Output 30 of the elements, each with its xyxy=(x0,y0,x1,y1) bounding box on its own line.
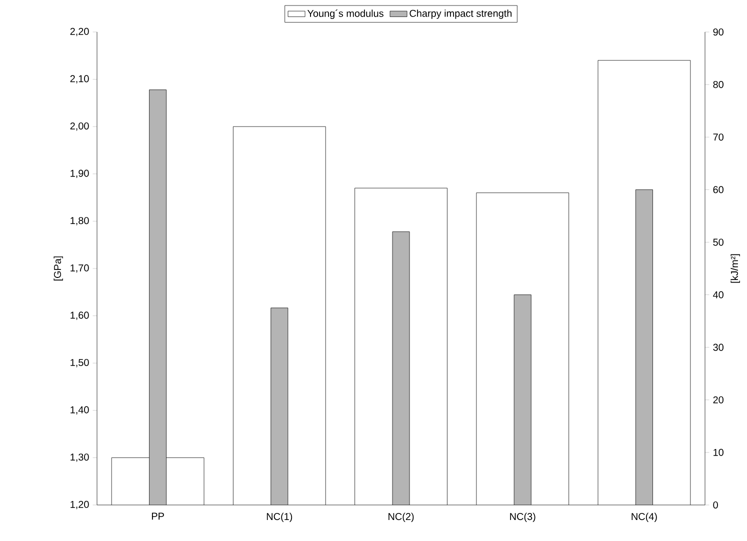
y-tick-label: 1,60 xyxy=(70,312,89,320)
x-tick-label: NC(3) xyxy=(510,512,536,522)
y-tick-label: 1,30 xyxy=(70,454,89,462)
y-tick-label: 1,50 xyxy=(70,358,89,368)
y2-axis-title: [kJ/m²] xyxy=(730,254,740,283)
y-tick-label: 2,10 xyxy=(70,75,89,84)
y-axis-title: [GPa] xyxy=(54,256,63,281)
x-tick-label: NC(2) xyxy=(388,512,414,522)
y2-tick-label: 70 xyxy=(713,134,724,141)
y-tick-label: 1,20 xyxy=(70,500,89,510)
x-tick-label: PP xyxy=(152,512,164,520)
y-tick-label: 2,00 xyxy=(70,122,89,131)
y2-tick-label: 60 xyxy=(713,186,724,194)
x-tick-label: NC(1) xyxy=(266,512,292,522)
y-tick-label: 1,80 xyxy=(70,217,89,226)
y-tick-label: 1,70 xyxy=(70,264,89,273)
y2-tick-label: 40 xyxy=(713,291,724,298)
y2-tick-label: 0 xyxy=(713,501,718,509)
y2-tick-label: 50 xyxy=(713,238,724,246)
legend-label: Charpy impact strength xyxy=(410,10,512,19)
y2-tick-label: 30 xyxy=(713,344,724,351)
legend-label: Young´s modulus xyxy=(307,10,384,19)
y2-tick-label: 10 xyxy=(714,448,724,456)
y2-tick-label: 80 xyxy=(713,81,724,88)
x-tick-label: NC(4) xyxy=(632,512,657,522)
y-tick-label: 2,20 xyxy=(70,28,89,36)
y2-tick-label: 20 xyxy=(713,396,724,404)
y-tick-label: 1,40 xyxy=(70,406,89,415)
y-tick-label: 1,90 xyxy=(70,170,89,178)
y2-tick-label: 90 xyxy=(713,28,724,36)
